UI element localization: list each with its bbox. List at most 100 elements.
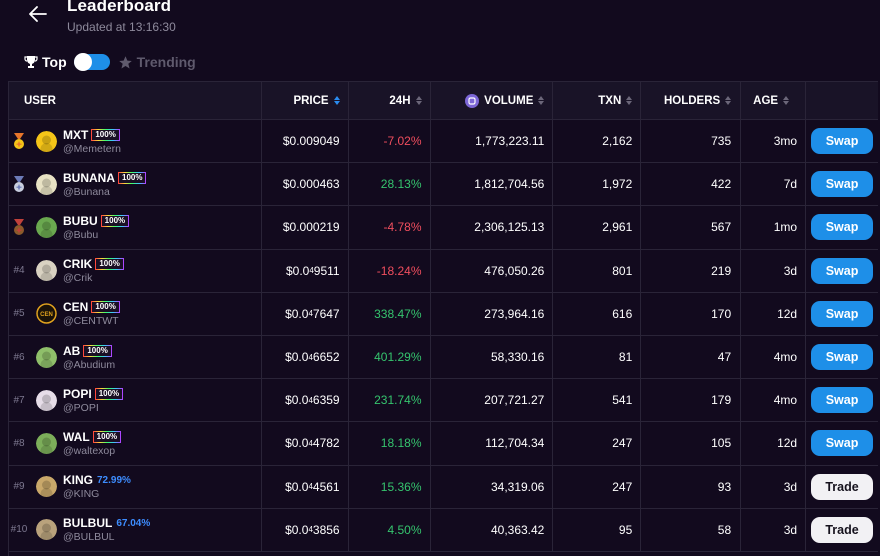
change-cell: 338.47% <box>349 292 431 335</box>
volume-cell: 58,330.16 <box>431 335 554 379</box>
user-cell[interactable]: #9 KING 72.99% @KING <box>9 465 262 508</box>
user-info: CEN 100% @CENTWT <box>63 300 120 327</box>
col-price[interactable]: PRICE <box>262 82 349 119</box>
txn-cell: 2,162 <box>553 120 642 163</box>
user-cell[interactable]: #5 CEN CEN 100% @CENTWT <box>9 292 262 335</box>
tab-top[interactable]: Top <box>24 54 67 70</box>
rank-number: #4 <box>9 265 29 276</box>
price-cell: $0.0 4 4782 <box>262 422 349 465</box>
table-row[interactable]: #10 BULBUL 67.04% @BULBUL $0.0 4 3856 4.50… <box>9 508 878 552</box>
user-cell[interactable]: #10 BULBUL 67.04% @BULBUL <box>9 508 262 551</box>
txn-value: 247 <box>612 436 633 451</box>
col-volume-label: VOLUME <box>484 94 534 107</box>
col-user[interactable]: USER <box>9 82 262 119</box>
user-info: MXT 100% @Memetern <box>63 128 121 155</box>
col-age[interactable]: AGE <box>741 82 807 119</box>
swap-button[interactable]: Swap <box>811 344 874 371</box>
tab-trending[interactable]: Trending <box>118 54 196 70</box>
switch-knob <box>73 53 92 71</box>
table-row[interactable]: BUBU 100% @Bubu $0.000219 -4.78% 2,306,1… <box>9 206 878 250</box>
col-holders[interactable]: HOLDERS <box>641 82 742 119</box>
token-name: CRIK <box>63 257 93 272</box>
table-row[interactable]: #9 KING 72.99% @KING $0.0 4 4561 15.36% 34… <box>9 465 878 509</box>
table-row[interactable]: #6 AB 100% @Abudium $0.0 4 6652 401.29% 58… <box>9 335 878 380</box>
user-handle: @BULBUL <box>63 531 115 544</box>
txn-cell: 2,961 <box>553 206 642 249</box>
price-tail: 4561 <box>312 479 340 494</box>
table-row[interactable]: MXT 100% @Memetern $0.009049 -7.02% 1,77… <box>9 120 878 164</box>
col-volume[interactable]: VOLUME <box>431 82 554 119</box>
table-body: MXT 100% @Memetern $0.009049 -7.02% 1,77… <box>9 120 878 552</box>
user-cell[interactable]: #4 CRIK 100% @Crik <box>9 249 262 292</box>
trophy-icon <box>24 56 38 68</box>
tab-top-label: Top <box>42 54 67 70</box>
user-cell[interactable]: BUBU 100% @Bubu <box>9 206 262 249</box>
trade-button[interactable]: Trade <box>811 473 874 500</box>
price-cell: $0.0 4 6359 <box>262 379 349 422</box>
swap-button[interactable]: Swap <box>811 387 874 414</box>
table-row[interactable]: #5 CEN CEN 100% @CENTWT $0.0 4 7647 338.47… <box>9 292 878 336</box>
volume-value: 1,812,704.56 <box>474 177 545 192</box>
price-zero-count: 4 <box>308 482 313 492</box>
col-24h[interactable]: 24H <box>349 82 431 119</box>
volume-cell: 112,704.34 <box>431 422 554 465</box>
change-value: -18.24% <box>376 263 422 278</box>
page-header: Leaderboard Updated at 13:16:30 Top Tren… <box>0 0 880 80</box>
price-tail: 3856 <box>312 522 340 537</box>
token-name: CEN <box>63 300 89 315</box>
volume-cell: 2,306,125.13 <box>431 206 554 249</box>
cen-coin-icon: CEN <box>36 303 57 325</box>
user-info: BUNANA 100% @Bunana <box>63 171 147 198</box>
table-row[interactable]: #4 CRIK 100% @Crik $0.0 4 9511 -18.24% 476… <box>9 249 878 293</box>
back-arrow-icon[interactable] <box>26 2 50 26</box>
ownership-badge: 100% <box>92 430 122 443</box>
holders-value: 170 <box>711 306 732 321</box>
swap-button[interactable]: Swap <box>811 300 874 327</box>
user-cell[interactable]: #8 WAL 100% @waltexop <box>9 422 262 465</box>
swap-button[interactable]: Swap <box>811 214 874 241</box>
price-cell: $0.000219 <box>262 206 349 249</box>
volume-cell: 207,721.27 <box>431 379 554 422</box>
swap-button[interactable]: Swap <box>811 171 874 198</box>
swap-button[interactable]: Swap <box>811 257 874 284</box>
bird-icon <box>36 519 57 541</box>
holders-value: 47 <box>717 350 732 365</box>
price-zero-count: 4 <box>308 352 313 362</box>
ownership-badge: 100% <box>95 258 124 271</box>
frog-icon <box>36 432 57 454</box>
sort-holders-icon <box>725 96 732 105</box>
price-main: $0.0 <box>285 522 309 537</box>
crown-dog-icon <box>36 476 57 498</box>
change-value: 18.18% <box>380 436 422 451</box>
top-trending-switch[interactable] <box>73 53 110 71</box>
age-value: 12d <box>777 436 798 451</box>
token-name: WAL <box>63 429 90 444</box>
price-zero-count: 4 <box>308 309 313 319</box>
user-cell[interactable]: #7 POPI 100% @POPI <box>9 379 262 422</box>
holders-cell: 93 <box>641 465 742 508</box>
age-cell: 7d <box>741 163 807 206</box>
volume-value: 40,363.42 <box>490 522 545 537</box>
col-txn-label: TXN <box>598 94 622 107</box>
leaderboard-table: USER PRICE 24H VOLUME TXN HOLDERS AGE MX… <box>8 81 878 556</box>
table-row[interactable]: #8 WAL 100% @waltexop $0.0 4 4782 18.18% 1… <box>9 422 878 466</box>
age-cell: 1mo <box>741 206 807 249</box>
swap-button[interactable]: Swap <box>811 128 874 155</box>
price-tail: 6652 <box>312 350 340 365</box>
trade-button[interactable]: Trade <box>811 516 874 543</box>
age-value: 3d <box>783 522 798 537</box>
volume-cell: 273,964.16 <box>431 292 554 335</box>
name-line: WAL 100% <box>63 429 122 444</box>
swap-button[interactable]: Swap <box>811 430 874 457</box>
col-txn[interactable]: TXN <box>553 82 642 119</box>
col-action <box>806 82 878 119</box>
table-row[interactable]: BUNANA 100% @Bunana $0.000463 28.13% 1,8… <box>9 163 878 207</box>
page-title: Leaderboard <box>67 0 172 15</box>
holders-value: 219 <box>711 263 732 278</box>
table-row[interactable]: #7 POPI 100% @POPI $0.0 4 6359 231.74% 207… <box>9 379 878 423</box>
volume-value: 58,330.16 <box>490 350 545 365</box>
user-cell[interactable]: MXT 100% @Memetern <box>9 120 262 163</box>
user-handle: @Crik <box>63 272 93 285</box>
user-cell[interactable]: BUNANA 100% @Bunana <box>9 163 262 206</box>
user-cell[interactable]: #6 AB 100% @Abudium <box>9 335 262 379</box>
